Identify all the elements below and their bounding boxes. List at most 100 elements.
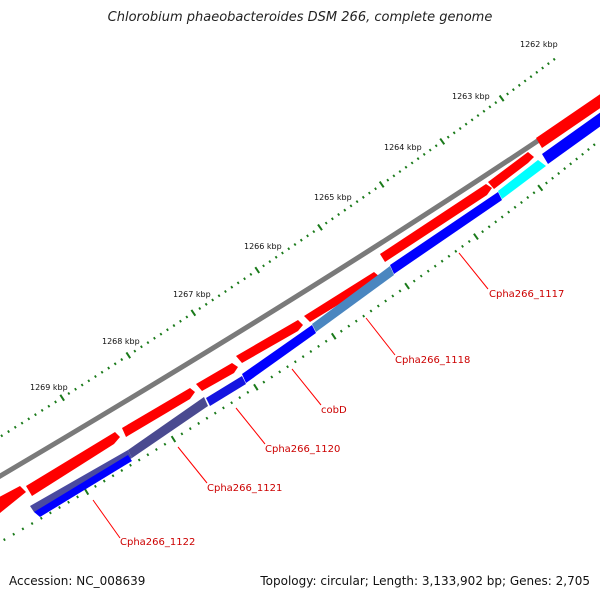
outer-tick	[172, 324, 176, 328]
scale-labels: 1262 kbp 1263 kbp 1264 kbp 1265 kbp 1266…	[30, 40, 558, 392]
outer-tick	[125, 351, 132, 359]
forward-cds[interactable]	[196, 363, 238, 391]
inner-tick	[163, 442, 167, 446]
inner-tick	[213, 411, 217, 415]
outer-tick	[361, 195, 365, 199]
outer-tick	[27, 417, 31, 421]
forward-cds[interactable]	[536, 86, 600, 148]
outer-tick	[217, 294, 221, 298]
cpha266-1117-cds[interactable]	[390, 192, 502, 274]
gene-label[interactable]: Cpha266_1118	[395, 355, 470, 366]
inner-tick	[362, 314, 366, 318]
gene-label[interactable]: Cpha266_1122	[120, 537, 195, 548]
outer-tick	[299, 238, 303, 242]
cpha266-1120-cds[interactable]	[206, 376, 246, 406]
outer-tick	[230, 285, 234, 289]
outer-tick	[7, 430, 10, 434]
inner-tick	[270, 375, 274, 379]
scale-label: 1268 kbp	[102, 337, 140, 346]
genome-backbone	[0, 95, 600, 480]
inner-tick	[391, 294, 395, 298]
outer-tick	[428, 148, 432, 152]
gene-label[interactable]: cobD	[321, 405, 347, 416]
outer-tick	[198, 307, 202, 310]
inner-tick	[419, 274, 423, 278]
outer-tick	[392, 174, 396, 178]
outer-tick	[94, 375, 97, 378]
gene-label-lines	[92, 252, 489, 539]
scale-label: 1263 kbp	[452, 92, 490, 101]
gene-label[interactable]: Cpha266_1117	[489, 289, 564, 300]
outer-tick	[317, 223, 323, 231]
outer-tick	[287, 247, 291, 251]
inner-tick	[180, 432, 184, 436]
outer-tick	[20, 421, 24, 425]
outer-tick	[355, 200, 359, 204]
forward-cds[interactable]	[488, 152, 534, 189]
inner-tick	[487, 225, 491, 229]
outer-tick	[262, 264, 265, 268]
inner-tick	[426, 269, 430, 273]
cobd-cds[interactable]	[242, 325, 316, 383]
inner-tick	[155, 448, 158, 451]
reverse-cds[interactable]	[542, 104, 600, 164]
outer-tick	[140, 345, 143, 349]
scale-label: 1262 kbp	[520, 40, 558, 49]
inner-tick	[551, 176, 555, 180]
inner-tick	[238, 396, 242, 400]
outer-tick	[224, 290, 227, 293]
forward-cds[interactable]	[380, 184, 492, 262]
cpha266-1118-cds[interactable]	[312, 266, 394, 332]
outer-tick	[133, 349, 137, 353]
inner-tick	[537, 184, 544, 192]
inner-tick	[592, 143, 596, 147]
forward-cds[interactable]	[122, 388, 195, 437]
scale-ticks	[0, 57, 596, 542]
outer-tick	[349, 204, 353, 208]
forward-cds[interactable]	[0, 486, 26, 513]
map-title: Chlorobium phaeobacteroides DSM 266, com…	[107, 10, 493, 25]
inner-tick	[384, 299, 388, 303]
outer-tick	[120, 358, 124, 362]
cpha266-1122-cds[interactable]	[30, 450, 132, 514]
outer-tick	[179, 319, 182, 323]
outer-tick	[422, 152, 426, 156]
inner-tick	[557, 171, 561, 175]
reverse-cds[interactable]	[34, 455, 132, 517]
outer-tick	[546, 62, 550, 66]
cpha266-1121-cds[interactable]	[128, 397, 208, 458]
outer-tick	[324, 221, 328, 225]
outer-tick	[482, 109, 486, 113]
inner-tick	[317, 344, 320, 348]
outer-tick	[541, 66, 545, 70]
reverse-strand	[30, 104, 600, 517]
inner-tick	[102, 479, 106, 483]
inner-tick	[30, 522, 34, 526]
outer-tick	[159, 332, 163, 336]
inner-tick	[301, 355, 305, 359]
outer-tick	[374, 187, 377, 191]
inner-tick	[137, 458, 141, 462]
inner-tick	[253, 383, 259, 391]
forward-cds[interactable]	[236, 320, 303, 363]
highlighted-cds[interactable]	[498, 160, 546, 199]
outer-tick	[337, 212, 341, 217]
outer-tick	[67, 392, 71, 395]
outer-tick	[367, 191, 371, 195]
forward-cds[interactable]	[304, 272, 380, 322]
inner-tick	[188, 427, 192, 431]
gene-label[interactable]: Cpha266_1120	[265, 444, 340, 455]
forward-cds[interactable]	[26, 432, 120, 496]
outer-tick	[517, 83, 521, 87]
inner-tick	[440, 259, 444, 263]
inner-tick	[67, 500, 70, 504]
outer-tick	[211, 298, 215, 302]
outer-tick	[107, 366, 111, 370]
forward-strand	[0, 86, 600, 513]
outer-tick	[535, 70, 539, 74]
inner-tick	[330, 332, 337, 340]
gene-label[interactable]: Cpha266_1121	[207, 483, 282, 494]
outer-tick	[59, 394, 65, 402]
outer-tick	[410, 161, 414, 165]
outer-tick	[13, 425, 17, 429]
